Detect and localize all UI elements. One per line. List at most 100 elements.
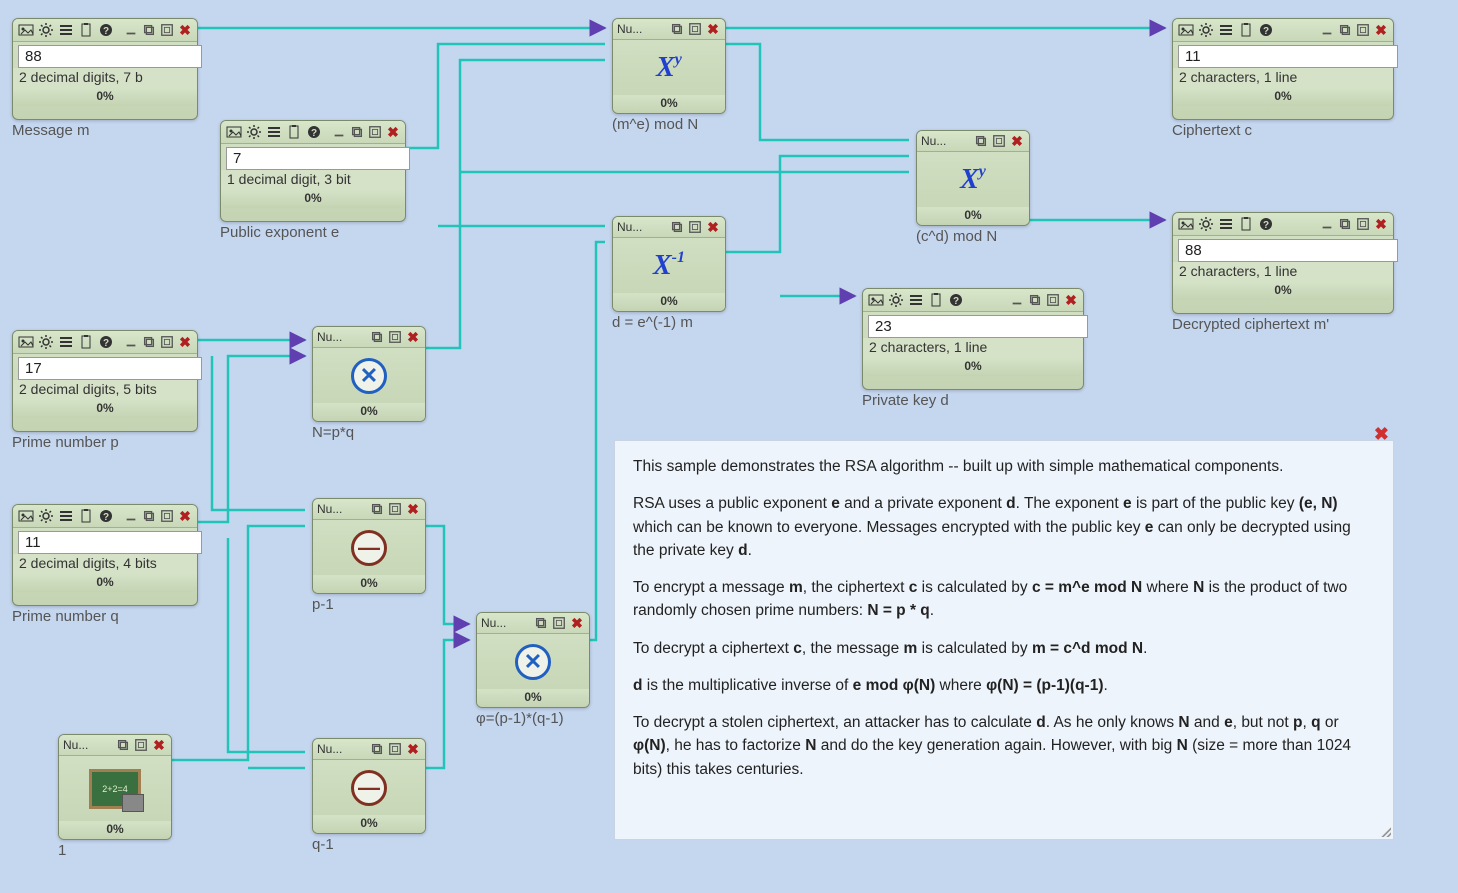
fullscreen-icon[interactable] — [687, 219, 703, 235]
list-icon[interactable] — [907, 291, 925, 309]
resize-grip[interactable] — [1379, 825, 1391, 837]
minimize-icon[interactable] — [1319, 216, 1335, 232]
restore-icon[interactable] — [369, 329, 385, 345]
gear-icon[interactable] — [1197, 21, 1215, 39]
clipboard-icon[interactable] — [77, 21, 95, 39]
fullscreen-icon[interactable] — [1045, 292, 1061, 308]
fullscreen-icon[interactable] — [1355, 216, 1371, 232]
restore-icon[interactable] — [533, 615, 549, 631]
minimize-icon[interactable] — [1009, 292, 1025, 308]
value-input[interactable] — [18, 45, 202, 68]
restore-icon[interactable] — [1027, 292, 1043, 308]
close-icon[interactable]: ✖ — [177, 334, 193, 350]
restore-icon[interactable] — [141, 508, 157, 524]
list-icon[interactable] — [265, 123, 283, 141]
clipboard-icon[interactable] — [77, 507, 95, 525]
node-priv_key_d[interactable]: ?✖2 characters, 1 line0% — [862, 288, 1084, 390]
image-icon[interactable] — [1177, 215, 1195, 233]
question-icon[interactable]: ? — [305, 123, 323, 141]
restore-icon[interactable] — [669, 219, 685, 235]
fullscreen-icon[interactable] — [387, 501, 403, 517]
list-icon[interactable] — [1217, 21, 1235, 39]
node-message_m[interactable]: ?✖2 decimal digits, 7 b0% — [12, 18, 198, 120]
list-icon[interactable] — [57, 507, 75, 525]
image-icon[interactable] — [225, 123, 243, 141]
restore-icon[interactable] — [115, 737, 131, 753]
node-decrypt_m[interactable]: ?✖2 characters, 1 line0% — [1172, 212, 1394, 314]
fullscreen-icon[interactable] — [387, 741, 403, 757]
gear-icon[interactable] — [245, 123, 263, 141]
image-icon[interactable] — [1177, 21, 1195, 39]
question-icon[interactable]: ? — [97, 21, 115, 39]
image-icon[interactable] — [17, 507, 35, 525]
close-icon[interactable]: ✖ — [405, 741, 421, 757]
close-icon[interactable]: ✖ — [177, 508, 193, 524]
question-icon[interactable]: ? — [947, 291, 965, 309]
value-input[interactable] — [18, 357, 202, 380]
value-input[interactable] — [1178, 45, 1398, 68]
close-icon[interactable]: ✖ — [1373, 22, 1389, 38]
restore-icon[interactable] — [369, 741, 385, 757]
question-icon[interactable]: ? — [97, 507, 115, 525]
close-icon[interactable]: ✖ — [569, 615, 585, 631]
list-icon[interactable] — [57, 333, 75, 351]
fullscreen-icon[interactable] — [367, 124, 383, 140]
value-input[interactable] — [18, 531, 202, 554]
minimize-icon[interactable] — [1319, 22, 1335, 38]
node-d_inv[interactable]: Nu...✖X-10% — [612, 216, 726, 312]
clipboard-icon[interactable] — [285, 123, 303, 141]
node-const_1[interactable]: Nu...✖2+2=40% — [58, 734, 172, 840]
close-icon[interactable]: ✖ — [705, 21, 721, 37]
fullscreen-icon[interactable] — [1355, 22, 1371, 38]
minimize-icon[interactable] — [123, 334, 139, 350]
gear-icon[interactable] — [37, 21, 55, 39]
question-icon[interactable]: ? — [1257, 215, 1275, 233]
restore-icon[interactable] — [369, 501, 385, 517]
close-icon[interactable]: ✖ — [1063, 292, 1079, 308]
fullscreen-icon[interactable] — [159, 22, 175, 38]
node-p_minus_1[interactable]: Nu...✖—0% — [312, 498, 426, 594]
value-input[interactable] — [868, 315, 1088, 338]
restore-icon[interactable] — [1337, 216, 1353, 232]
fullscreen-icon[interactable] — [159, 334, 175, 350]
restore-icon[interactable] — [349, 124, 365, 140]
clipboard-icon[interactable] — [1237, 21, 1255, 39]
close-icon[interactable]: ✖ — [1373, 216, 1389, 232]
fullscreen-icon[interactable] — [387, 329, 403, 345]
close-icon[interactable]: ✖ — [151, 737, 167, 753]
clipboard-icon[interactable] — [1237, 215, 1255, 233]
fullscreen-icon[interactable] — [991, 133, 1007, 149]
gear-icon[interactable] — [37, 507, 55, 525]
gear-icon[interactable] — [1197, 215, 1215, 233]
close-icon[interactable]: ✖ — [405, 501, 421, 517]
restore-icon[interactable] — [141, 334, 157, 350]
clipboard-icon[interactable] — [927, 291, 945, 309]
list-icon[interactable] — [1217, 215, 1235, 233]
restore-icon[interactable] — [669, 21, 685, 37]
gear-icon[interactable] — [887, 291, 905, 309]
fullscreen-icon[interactable] — [687, 21, 703, 37]
node-cipher_c[interactable]: ?✖2 characters, 1 line0% — [1172, 18, 1394, 120]
gear-icon[interactable] — [37, 333, 55, 351]
restore-icon[interactable] — [973, 133, 989, 149]
minimize-icon[interactable] — [331, 124, 347, 140]
close-icon[interactable]: ✖ — [177, 22, 193, 38]
value-input[interactable] — [226, 147, 410, 170]
question-icon[interactable]: ? — [1257, 21, 1275, 39]
minimize-icon[interactable] — [123, 22, 139, 38]
restore-icon[interactable] — [1337, 22, 1353, 38]
close-icon[interactable]: ✖ — [1374, 421, 1389, 448]
fullscreen-icon[interactable] — [551, 615, 567, 631]
list-icon[interactable] — [57, 21, 75, 39]
node-prime_p[interactable]: ?✖2 decimal digits, 5 bits0% — [12, 330, 198, 432]
image-icon[interactable] — [867, 291, 885, 309]
image-icon[interactable] — [17, 21, 35, 39]
minimize-icon[interactable] — [123, 508, 139, 524]
close-icon[interactable]: ✖ — [1009, 133, 1025, 149]
restore-icon[interactable] — [141, 22, 157, 38]
node-prime_q[interactable]: ?✖2 decimal digits, 4 bits0% — [12, 504, 198, 606]
question-icon[interactable]: ? — [97, 333, 115, 351]
image-icon[interactable] — [17, 333, 35, 351]
node-q_minus_1[interactable]: Nu...✖—0% — [312, 738, 426, 834]
close-icon[interactable]: ✖ — [705, 219, 721, 235]
